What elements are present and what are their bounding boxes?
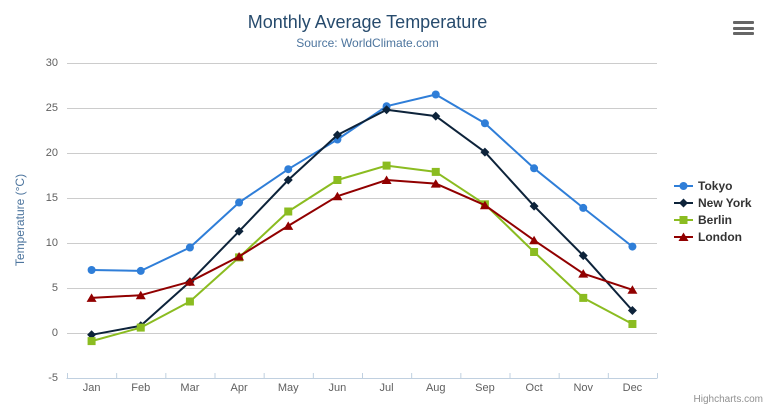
y-axis-title: Temperature (°C) [13,173,27,267]
legend-item-tokyo[interactable]: Tokyo [674,177,752,194]
x-axis-label: Aug [425,382,446,394]
london-series-marker-icon [674,232,693,241]
legend-item-berlin[interactable]: Berlin [674,211,752,228]
credits-link[interactable]: Highcharts.com [693,394,763,405]
new-york-series-marker-icon [674,198,693,207]
x-axis-label: Sep [475,382,495,394]
hamburger-icon [733,26,754,30]
series-tokyo [87,90,637,275]
y-axis-label: -5 [48,372,58,384]
series-london [86,175,638,302]
x-axis-label: Jul [379,382,394,394]
x-axis-label: Apr [230,382,248,394]
export-menu-button[interactable] [733,20,754,36]
x-axis-label: Mar [180,382,200,394]
y-axis-label: 0 [51,327,58,339]
berlin-series-marker-icon [674,215,693,224]
x-axis-label: Feb [131,382,151,394]
y-axis-label: 15 [45,192,58,204]
series-new-york [87,105,637,340]
x-axis-label: Dec [622,382,643,394]
x-axis-label: Nov [573,382,594,394]
y-axis-label: 25 [45,102,58,114]
legend-item-new-york[interactable]: New York [674,194,752,211]
y-axis-label: 10 [45,237,58,249]
y-axis-label: 5 [51,282,58,294]
chart-subtitle: Source: WorldClimate.com [296,36,439,50]
chart-title: Monthly Average Temperature [247,12,488,32]
hamburger-icon [733,21,754,24]
legend-label: Tokyo [698,178,733,193]
legend-label: Berlin [698,212,733,227]
y-axis-label: 20 [45,147,58,159]
x-axis-label: Jan [82,382,101,394]
x-axis-label: Oct [525,382,543,394]
y-axis-label: 30 [45,57,58,69]
legend-label: New York [698,195,752,210]
x-axis-label: Jun [328,382,347,394]
hamburger-icon [733,32,754,35]
legend: Tokyo New York Berlin London [674,177,752,245]
tokyo-series-marker-icon [674,181,693,190]
x-axis-label: May [277,382,299,394]
legend-label: London [698,229,742,244]
legend-item-london[interactable]: London [674,228,752,245]
